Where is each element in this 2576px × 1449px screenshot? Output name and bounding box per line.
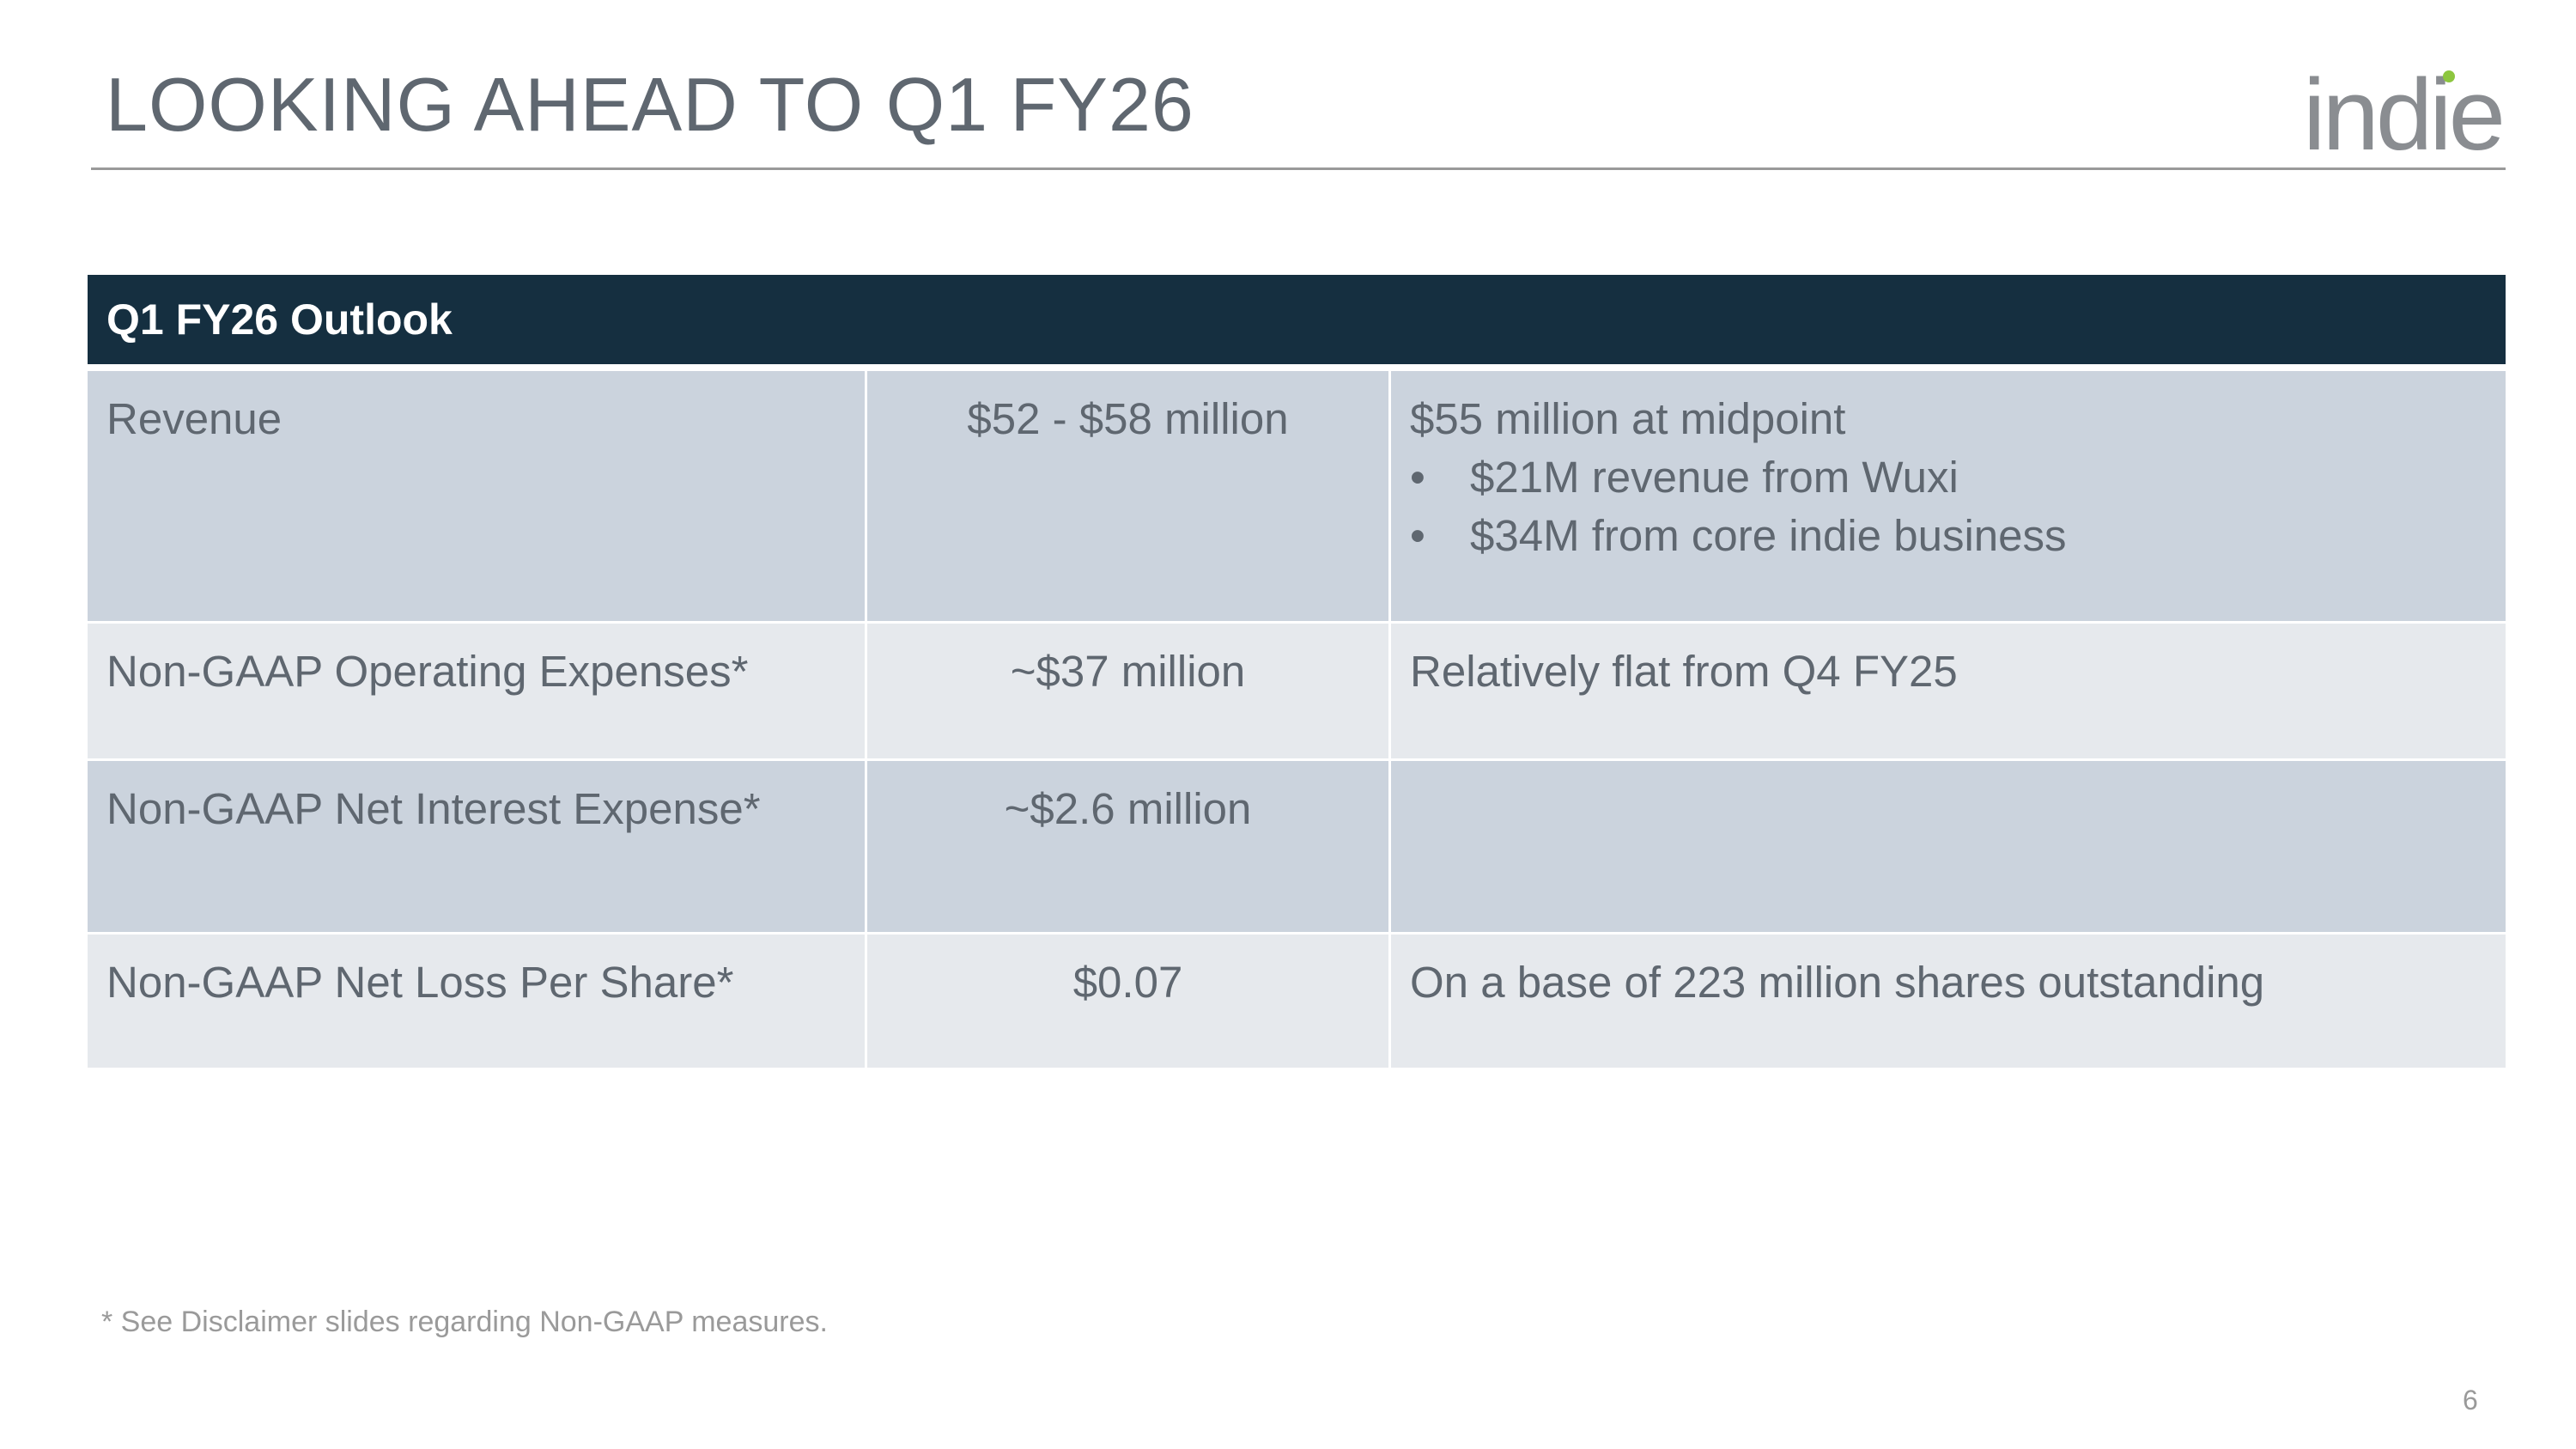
row-value: ~$2.6 million xyxy=(867,761,1391,935)
note-text: $55 million at midpoint xyxy=(1410,394,1846,443)
row-note: On a base of 223 million shares outstand… xyxy=(1391,935,2506,1070)
table-header: Q1 FY26 Outlook xyxy=(88,275,2506,371)
table-row-opex: Non-GAAP Operating Expenses* ~$37 millio… xyxy=(88,624,2506,761)
indie-logo: indie xyxy=(2301,60,2516,155)
row-label: Non-GAAP Operating Expenses* xyxy=(88,624,867,761)
bullet-item: $21M revenue from Wuxi xyxy=(1410,448,2487,507)
row-note: Relatively flat from Q4 FY25 xyxy=(1391,624,2506,761)
row-label: Non-GAAP Net Interest Expense* xyxy=(88,761,867,935)
table-row-eps: Non-GAAP Net Loss Per Share* $0.07 On a … xyxy=(88,935,2506,1070)
row-label: Non-GAAP Net Loss Per Share* xyxy=(88,935,867,1070)
row-note xyxy=(1391,761,2506,935)
row-label: Revenue xyxy=(88,371,867,624)
slide-title: LOOKING AHEAD TO Q1 FY26 xyxy=(106,62,1194,147)
table-row-interest: Non-GAAP Net Interest Expense* ~$2.6 mil… xyxy=(88,761,2506,935)
footnote: * See Disclaimer slides regarding Non-GA… xyxy=(101,1306,828,1338)
row-value: $0.07 xyxy=(867,935,1391,1070)
bullet-list: $21M revenue from Wuxi $34M from core in… xyxy=(1410,448,2487,565)
title-divider xyxy=(91,167,2506,170)
row-value: $52 - $58 million xyxy=(867,371,1391,624)
page-number: 6 xyxy=(2463,1385,2478,1416)
svg-text:indie: indie xyxy=(2303,60,2502,155)
row-value: ~$37 million xyxy=(867,624,1391,761)
bullet-item: $34M from core indie business xyxy=(1410,507,2487,565)
row-note: $55 million at midpoint $21M revenue fro… xyxy=(1391,371,2506,624)
outlook-table: Q1 FY26 Outlook Revenue $52 - $58 millio… xyxy=(88,275,2506,1070)
table-row-revenue: Revenue $52 - $58 million $55 million at… xyxy=(88,371,2506,624)
